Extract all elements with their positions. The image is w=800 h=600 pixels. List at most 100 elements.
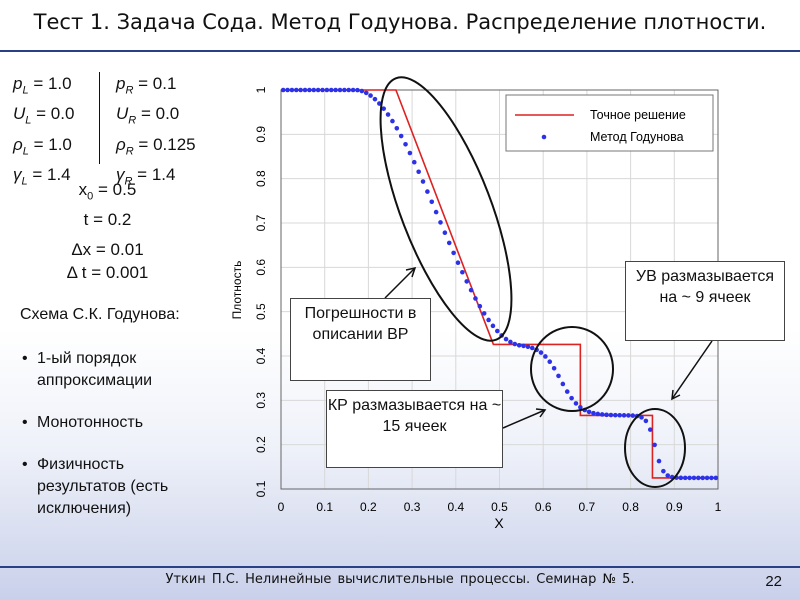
cd-arrow [502,409,546,429]
x-tick-label: 1 [715,500,722,514]
param-right-0: pR = 0.1 [116,74,177,97]
shock-callout: УВ размазывается на ~ 9 ячеек [625,261,785,341]
godunov-point [359,88,365,94]
godunov-point [298,87,303,93]
cd-arrow-head [535,408,547,418]
legend-box [505,94,714,152]
dx-line: Δx = 0.01 [71,240,144,259]
godunov-point [543,354,548,359]
y-tick-label: 0.3 [254,392,268,409]
godunov-point [547,359,553,365]
params-separator [99,72,100,164]
godunov-point [355,87,360,93]
godunov-point [350,87,356,93]
godunov-point [473,296,478,301]
godunov-point [446,240,452,246]
godunov-point [333,87,338,93]
y-tick-label: 1 [254,86,268,93]
godunov-point [621,413,627,418]
godunov-point [700,475,706,481]
godunov-point [464,279,470,284]
x0-line: x0 = 0.5 [78,180,137,203]
godunov-point [709,475,714,481]
y-tick-label: 0.5 [254,303,268,320]
godunov-point [381,106,386,111]
x-tick-label: 0.6 [535,500,552,514]
right-state-params: pR = 0.1 UR = 0.0 ρR = 0.125 γR = 1.4 [116,72,196,194]
godunov-point [613,412,618,418]
y-tick-label: 0.6 [254,259,268,276]
godunov-point [293,87,299,93]
godunov-point [556,373,561,379]
godunov-point [495,328,500,334]
sw-arrow-head [671,389,681,401]
godunov-point [425,189,430,194]
godunov-point [599,412,605,417]
godunov-point [416,169,421,175]
godunov-point [289,87,295,93]
y-tick-label: 0.8 [254,170,268,187]
param-right-2: ρR = 0.125 [116,134,196,158]
godunov-point [661,468,666,474]
bottom-rule [0,566,800,568]
godunov-point [560,381,566,387]
godunov-point [538,350,544,355]
godunov-point [477,303,483,309]
godunov-point [704,475,710,481]
godunov-point [403,142,408,147]
godunov-point [713,475,719,481]
y-tick-label: 0.9 [254,126,268,143]
godunov-point [346,87,352,93]
godunov-point [460,269,465,275]
godunov-point [411,159,417,165]
godunov-point [438,220,443,225]
dt-line: Δ t = 0.001 [66,263,149,282]
x-tick-label: 0.4 [447,500,464,514]
rw-arrow-head [405,266,417,278]
godunov-point [578,404,583,410]
godunov-point [682,475,688,481]
x-tick-label: 0 [278,500,285,514]
godunov-point [503,336,509,342]
top-rule [0,50,800,52]
godunov-point [311,87,317,93]
y-tick-label: 0.2 [254,436,268,453]
param-right-1: UR = 0.0 [116,104,180,127]
slide-title: Тест 1. Задача Сода. Метод Годунова. Рас… [33,10,767,34]
godunov-point [442,230,448,235]
godunov-point [455,260,461,266]
page-number: 22 [765,573,782,590]
godunov-point [280,87,286,93]
godunov-point [630,413,636,418]
godunov-point [302,87,308,93]
godunov-point [521,343,526,349]
param-left-2: ρL = 1.0 [13,134,72,158]
property-order: 1-ый порядок аппроксимации [20,348,207,392]
t-line: t = 0.2 [83,210,132,230]
godunov-point [407,150,413,156]
legend-exact-label: Точное решение [590,108,686,122]
godunov-point [285,87,290,93]
godunov-point [486,317,491,323]
godunov-point [337,87,343,93]
godunov-point [516,342,522,348]
godunov-point [595,411,601,417]
scheme-title: Схема С.К. Годунова: [20,306,180,323]
shock-ellipse [624,408,686,488]
left-state-params: pL = 1.0 UL = 0.0 ρL = 1.0 γL = 1.4 [13,72,74,194]
godunov-point [551,365,557,371]
exact-solution-line [281,89,718,479]
godunov-point [328,87,334,93]
godunov-point [394,125,400,131]
godunov-point [481,311,487,316]
x-tick-label: 0.7 [579,500,596,514]
godunov-point [420,179,426,184]
godunov-point [385,112,391,117]
contact-ellipse [530,326,614,412]
godunov-point [372,96,378,102]
x-tick-label: 0.8 [622,500,639,514]
godunov-point [529,345,535,351]
godunov-point [569,395,574,401]
x-tick-label: 0.2 [360,500,377,514]
godunov-point [324,87,330,93]
